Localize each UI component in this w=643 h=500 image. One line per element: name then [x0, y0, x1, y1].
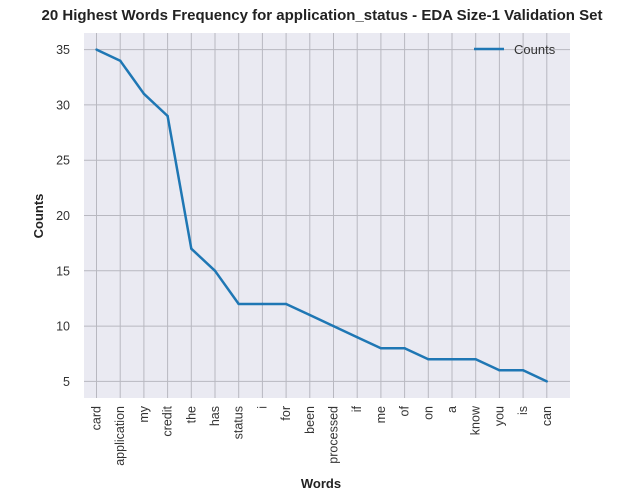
data-point: [190, 247, 193, 250]
legend: Counts: [474, 42, 556, 57]
data-point: [474, 358, 477, 361]
y-tick-label: 5: [63, 375, 70, 389]
x-tick-label: for: [279, 406, 293, 421]
x-tick-label: application: [113, 406, 127, 466]
x-tick-label: if: [350, 405, 364, 412]
x-tick-label: been: [303, 406, 317, 434]
y-axis-label: Counts: [31, 194, 46, 239]
x-tick-label: i: [255, 406, 269, 409]
x-tick-label: my: [137, 405, 151, 422]
data-point: [284, 302, 288, 306]
x-tick-label: on: [421, 406, 435, 420]
data-point: [95, 48, 98, 51]
x-tick-label: me: [374, 406, 388, 423]
data-point: [356, 335, 359, 339]
x-tick-label: of: [398, 405, 412, 416]
x-tick-label: know: [469, 405, 483, 435]
legend-label-counts: Counts: [514, 42, 556, 57]
data-point: [213, 269, 217, 273]
x-tick-label: processed: [327, 406, 341, 464]
data-point: [308, 313, 311, 317]
x-tick-label: the: [184, 406, 198, 423]
data-point: [166, 114, 169, 118]
x-tick-label: credit: [161, 405, 175, 436]
data-point: [379, 347, 383, 350]
data-point: [427, 358, 430, 361]
x-tick-label: has: [208, 406, 222, 426]
data-point: [261, 302, 264, 306]
y-tick-label: 30: [56, 98, 70, 112]
series-line-counts: [95, 48, 548, 383]
y-tick-labels: 5 10 15 20 25 30 35: [56, 43, 70, 389]
x-tick-label: you: [492, 406, 506, 426]
data-point: [521, 369, 525, 372]
x-tick-label: card: [90, 406, 104, 430]
data-point: [237, 302, 240, 306]
x-axis-label: Words: [301, 476, 341, 491]
data-point: [332, 324, 335, 328]
data-point: [403, 347, 406, 350]
x-tick-label: can: [540, 406, 554, 426]
chart-title: 20 Highest Words Frequency for applicati…: [42, 7, 603, 24]
y-tick-label: 25: [56, 154, 70, 168]
y-tick-label: 35: [56, 43, 70, 57]
x-tick-label: a: [445, 406, 459, 413]
y-tick-label: 10: [56, 320, 70, 334]
y-tick-label: 15: [56, 264, 70, 278]
data-point: [498, 369, 501, 372]
data-point: [450, 358, 454, 361]
data-point: [545, 380, 548, 383]
x-tick-label: status: [232, 406, 246, 439]
series-group: [95, 48, 548, 383]
x-tick-labels: card application my credit the has status i for b…: [90, 405, 554, 466]
data-point: [142, 92, 146, 96]
data-point: [119, 59, 122, 62]
x-tick-label: is: [516, 406, 530, 415]
y-tick-label: 20: [56, 209, 70, 223]
